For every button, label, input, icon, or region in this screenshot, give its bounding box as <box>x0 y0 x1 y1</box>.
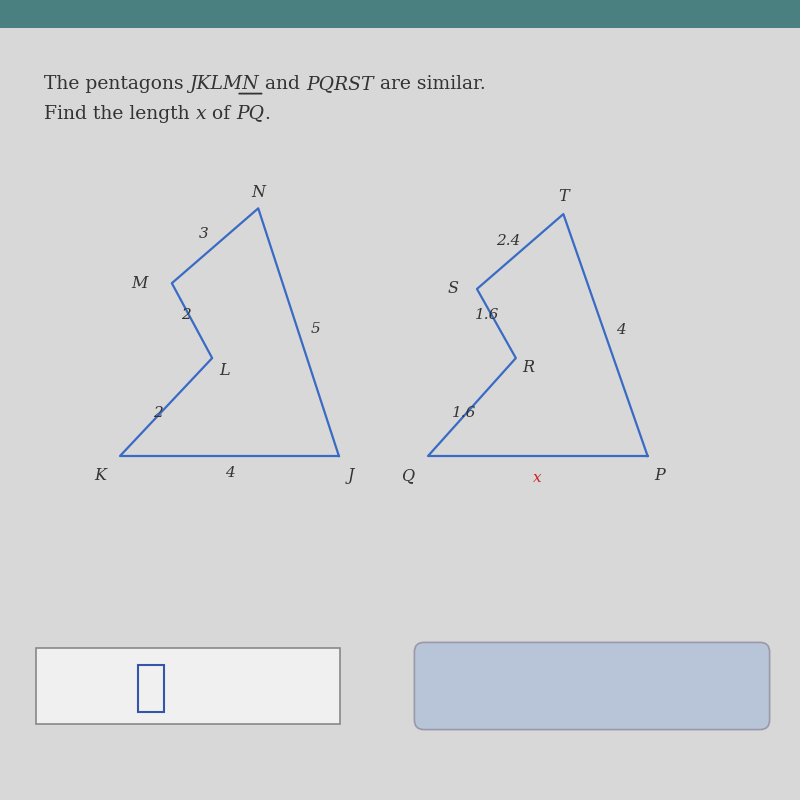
Text: of: of <box>206 105 236 122</box>
Text: 5: 5 <box>311 322 321 336</box>
Text: P: P <box>654 467 665 485</box>
Text: x: x <box>196 105 206 122</box>
Text: Find the length: Find the length <box>44 105 196 122</box>
Text: PQRST: PQRST <box>306 75 374 93</box>
Text: PQ: PQ <box>236 105 264 122</box>
Text: The pentagons: The pentagons <box>44 75 190 93</box>
Text: .: . <box>264 105 270 122</box>
Text: and: and <box>259 75 306 93</box>
Text: J: J <box>348 467 354 485</box>
Text: x =: x = <box>64 677 101 695</box>
Text: 2.4: 2.4 <box>497 234 521 249</box>
Text: 4: 4 <box>616 323 626 337</box>
Text: M: M <box>132 274 148 292</box>
Text: ×: × <box>486 675 506 695</box>
Text: K: K <box>94 467 106 485</box>
Text: 2: 2 <box>182 308 191 322</box>
Text: JKLMN: JKLMN <box>190 75 259 93</box>
Text: 1.6: 1.6 <box>475 308 499 322</box>
Text: T: T <box>558 188 569 205</box>
Text: L: L <box>219 362 230 378</box>
Text: 4: 4 <box>225 466 234 480</box>
Text: 1.6: 1.6 <box>452 406 476 420</box>
Text: ↺: ↺ <box>578 675 598 695</box>
Text: are similar.: are similar. <box>374 75 486 93</box>
Text: Q: Q <box>402 467 414 485</box>
Text: R: R <box>522 359 534 376</box>
Text: N: N <box>251 184 266 201</box>
Text: ?: ? <box>670 675 682 695</box>
Text: 2: 2 <box>153 406 162 420</box>
Text: S: S <box>447 281 458 298</box>
Text: 3: 3 <box>198 227 208 242</box>
Text: x: x <box>533 470 542 485</box>
